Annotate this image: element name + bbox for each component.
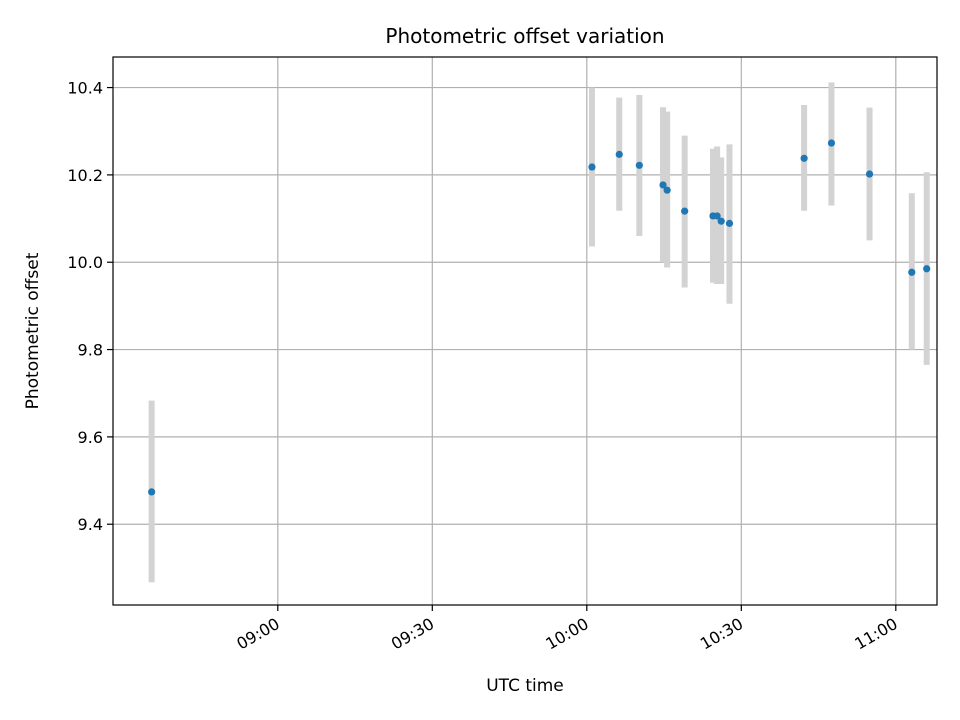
plot-frame [112, 56, 938, 606]
grid [113, 57, 937, 605]
chart-title: Photometric offset variation [385, 24, 664, 48]
data-point [908, 268, 916, 276]
y-tick-label: 9.6 [78, 428, 103, 447]
y-tick-label: 10.4 [67, 79, 103, 98]
y-tick-label: 9.8 [78, 341, 103, 360]
y-tick-label: 10.0 [67, 253, 103, 272]
y-axis-ticks: 9.4 9.6 9.8 10.0 10.2 10.4 [67, 79, 113, 534]
y-tick-label: 9.4 [78, 515, 103, 534]
data-point [725, 219, 734, 227]
data-point [148, 488, 156, 496]
data-point [827, 139, 836, 147]
y-axis-title: Photometric offset [23, 252, 43, 409]
data-point [635, 161, 643, 169]
data-point [588, 163, 596, 171]
data-point [659, 181, 667, 189]
data-point [800, 154, 808, 162]
data-point [663, 186, 671, 194]
data-point [865, 170, 874, 178]
x-axis-title: UTC time [486, 676, 564, 696]
data-point [681, 207, 689, 215]
data-point [923, 265, 931, 273]
data-points [148, 139, 931, 496]
data-point [717, 217, 725, 225]
data-point [615, 150, 623, 158]
y-tick-label: 10.2 [67, 166, 103, 185]
data-point [713, 212, 721, 220]
